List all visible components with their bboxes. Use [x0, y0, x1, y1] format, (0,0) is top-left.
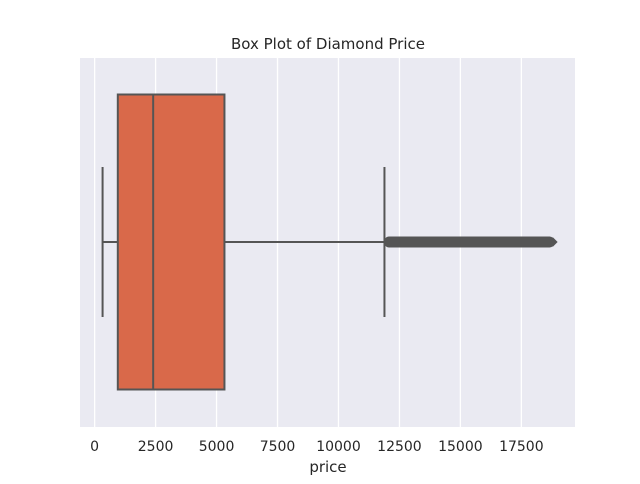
box-plot: [101, 93, 558, 391]
iqr-box: [116, 93, 226, 391]
x-tick-label: 17500: [499, 439, 544, 455]
x-tick-label: 7500: [260, 439, 296, 455]
x-axis-ticks: 0 2500 5000 7500 10000 12500 15000 17500: [90, 439, 543, 455]
x-tick-label: 10000: [316, 439, 361, 455]
outliers: [384, 236, 555, 248]
x-tick-label: 12500: [377, 439, 422, 455]
x-tick-label: 2500: [138, 439, 174, 455]
x-tick-label: 0: [90, 439, 99, 455]
outlier-max-marker: [552, 237, 558, 247]
chart-title: Box Plot of Diamond Price: [231, 35, 425, 53]
x-axis-label: price: [309, 458, 346, 476]
x-tick-label: 5000: [199, 439, 235, 455]
x-tick-label: 15000: [438, 439, 483, 455]
